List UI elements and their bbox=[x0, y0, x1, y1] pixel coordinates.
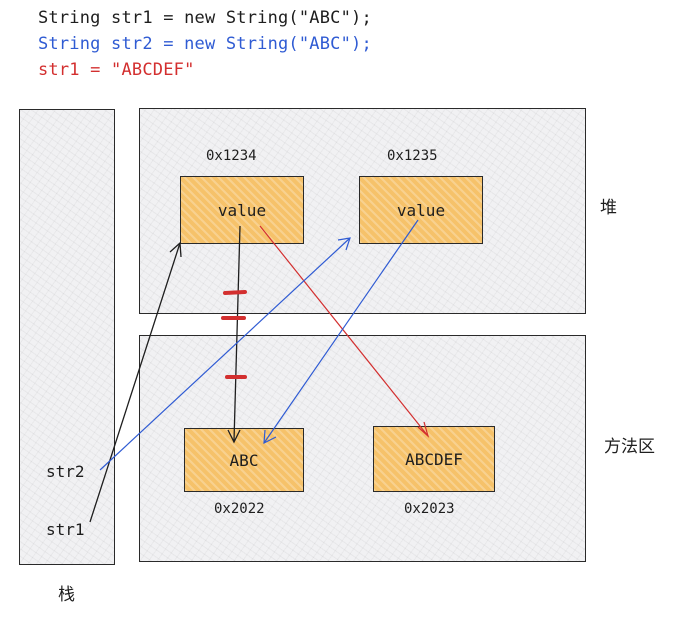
method-object-abc: ABC bbox=[184, 428, 304, 492]
heap-object-label: value bbox=[396, 200, 446, 220]
heap-object-value-2: value bbox=[359, 176, 483, 244]
method-object-label: ABC bbox=[229, 450, 259, 470]
heap-object-value-1: value bbox=[180, 176, 304, 244]
method-object-address: 0x2023 bbox=[404, 501, 455, 517]
heap-object-label: value bbox=[217, 200, 267, 220]
method-object-address: 0x2022 bbox=[214, 501, 265, 517]
stack-region bbox=[19, 109, 115, 565]
stack-var-str2: str2 bbox=[46, 462, 85, 481]
method-area-label: 方法区 bbox=[604, 437, 655, 457]
code-line-str2-new: String str2 = new String("ABC"); bbox=[38, 34, 372, 54]
method-object-label: ABCDEF bbox=[405, 449, 463, 469]
method-object-abcdef: ABCDEF bbox=[373, 426, 495, 492]
heap-object-address: 0x1234 bbox=[206, 148, 257, 164]
stack-label: 栈 bbox=[58, 585, 75, 605]
heap-object-address: 0x1235 bbox=[387, 148, 438, 164]
code-line-str1-new: String str1 = new String("ABC"); bbox=[38, 8, 372, 28]
heap-label: 堆 bbox=[600, 198, 617, 218]
code-line-str1-reassign: str1 = "ABCDEF" bbox=[38, 60, 195, 80]
stack-var-str1: str1 bbox=[46, 520, 85, 539]
